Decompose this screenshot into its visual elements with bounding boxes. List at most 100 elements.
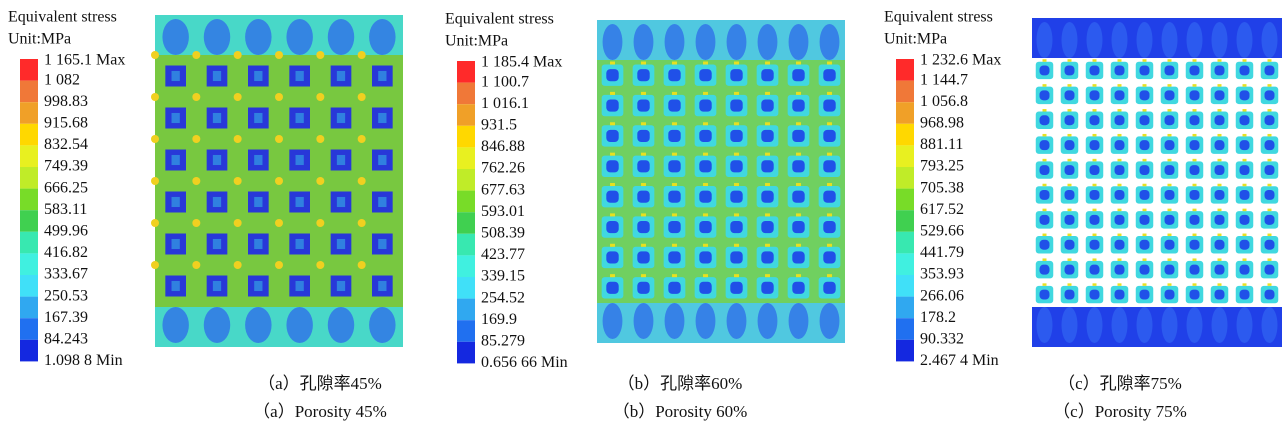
hotspot [1217, 59, 1222, 62]
legend-label: 353.93 [920, 266, 964, 283]
legend-label: 254.52 [481, 289, 525, 306]
caption-zh: （b）孔隙率60% [618, 374, 743, 393]
hotspot [1067, 158, 1072, 162]
node [761, 251, 774, 264]
node [1189, 264, 1200, 275]
hotspot [1192, 109, 1197, 112]
hotspot [765, 152, 770, 156]
node [699, 69, 712, 82]
hotspot [1242, 208, 1247, 212]
node [792, 69, 805, 82]
node [1214, 115, 1225, 126]
hotspot [1092, 158, 1097, 162]
hotspot [703, 243, 708, 247]
hotspot [1167, 133, 1172, 137]
node [1164, 65, 1175, 76]
hotspot [1042, 258, 1047, 261]
hotspot [1167, 208, 1172, 212]
hotspot [1117, 283, 1122, 286]
hotspot [610, 183, 615, 187]
node [1039, 90, 1050, 101]
hotspot [703, 274, 708, 278]
legend-swatch [20, 123, 38, 146]
node [1114, 65, 1125, 76]
end-blob [1061, 307, 1078, 343]
node [1264, 90, 1275, 101]
node [1089, 165, 1100, 176]
legend-label: 915.68 [44, 114, 88, 131]
hotspot [1192, 158, 1197, 162]
legend-label: 178.2 [920, 309, 956, 326]
legend-swatch [896, 188, 914, 211]
legend-swatch [20, 80, 38, 103]
node [1264, 239, 1275, 250]
node [1139, 239, 1150, 250]
legend-swatch [457, 212, 475, 234]
hotspot [1067, 59, 1072, 62]
node [668, 251, 681, 264]
node [1064, 115, 1075, 126]
legend-swatch [20, 296, 38, 319]
hotspot [1092, 183, 1097, 187]
stress-field [597, 20, 845, 343]
node [1039, 239, 1050, 250]
node [1139, 289, 1150, 300]
end-blob [788, 24, 809, 60]
node [699, 281, 712, 294]
node [637, 251, 650, 264]
node [792, 281, 805, 294]
hotspot [1142, 233, 1147, 237]
end-blob [1111, 307, 1128, 343]
legend-label: 1 165.1 Max [44, 52, 125, 69]
node [1264, 65, 1275, 76]
hotspot [1092, 258, 1097, 261]
node [606, 190, 619, 203]
node [606, 69, 619, 82]
node [730, 69, 743, 82]
end-blob [1236, 307, 1253, 343]
legend-swatch [896, 275, 914, 297]
hotspot [275, 219, 283, 227]
hotspot [212, 112, 222, 124]
hotspot [1117, 59, 1122, 62]
hotspot [192, 261, 201, 269]
caption-en: （b）Porosity 60% [613, 402, 748, 421]
node [730, 160, 743, 173]
legend-swatch [20, 231, 38, 254]
end-blob [203, 307, 231, 343]
hotspot [357, 135, 366, 143]
node [792, 129, 805, 143]
node [1039, 165, 1050, 176]
hotspot [275, 261, 283, 269]
hotspot [734, 152, 739, 156]
end-blob [1211, 307, 1228, 343]
legend-label: 333.67 [44, 266, 88, 283]
hotspot [641, 122, 646, 126]
node [1239, 65, 1250, 76]
hotspot [295, 196, 304, 208]
hotspot [233, 177, 242, 185]
hotspot [610, 274, 615, 278]
node [1039, 140, 1050, 151]
node [637, 281, 650, 294]
hotspot [796, 213, 801, 217]
node [1114, 90, 1125, 101]
hotspot [672, 61, 677, 65]
legend-swatch [896, 59, 914, 81]
hotspot [1192, 283, 1197, 286]
hotspot [1092, 208, 1097, 212]
hotspot [1242, 183, 1247, 187]
hotspot [765, 183, 770, 187]
hotspot [796, 122, 801, 126]
hotspot [734, 91, 739, 95]
hotspot [1142, 258, 1147, 261]
hotspot [378, 196, 387, 208]
legend-swatch [20, 188, 38, 211]
hotspot [336, 70, 346, 82]
hotspot [1117, 133, 1122, 137]
node [1064, 289, 1075, 300]
legend-label: 441.79 [920, 244, 964, 261]
node [1214, 289, 1225, 300]
end-blob [1186, 307, 1203, 343]
end-blob [819, 303, 840, 339]
